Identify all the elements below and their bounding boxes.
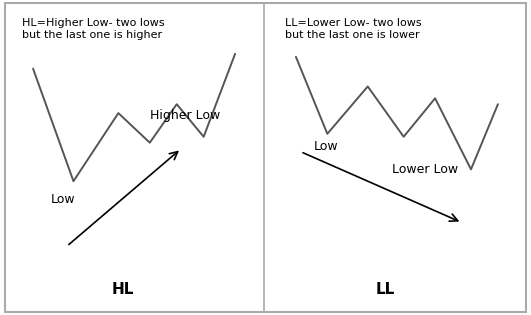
Text: Higher Low: Higher Low (150, 109, 220, 122)
Text: HL: HL (112, 282, 134, 297)
Text: LL: LL (376, 282, 395, 297)
Text: Low: Low (314, 140, 338, 153)
Text: LL=Lower Low- two lows
but the last one is lower: LL=Lower Low- two lows but the last one … (285, 18, 421, 40)
Text: Low: Low (51, 193, 75, 206)
Text: Lower Low: Lower Low (392, 163, 459, 176)
Text: HL=Higher Low- two lows
but the last one is higher: HL=Higher Low- two lows but the last one… (22, 18, 165, 40)
